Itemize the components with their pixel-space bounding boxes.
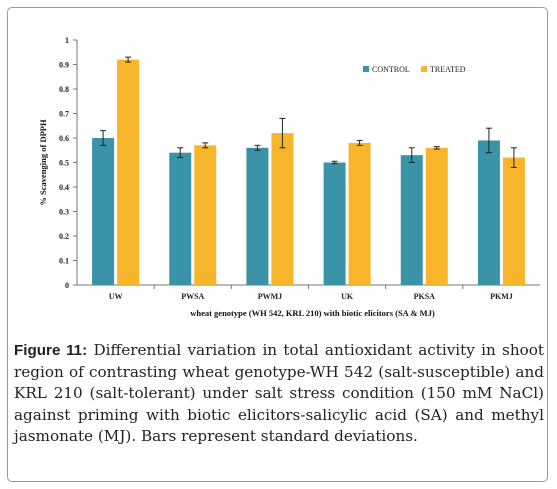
y-tick-label: 0.8 xyxy=(59,85,69,94)
legend-swatch-control xyxy=(363,66,369,72)
y-tick-label: 0.3 xyxy=(59,208,69,217)
y-axis-title: % Scavenging of DPPH xyxy=(38,119,48,206)
y-axis: 0 0.1 0.2 0.3 0.4 0.5 0.6 0.7 0.8 0.9 1 xyxy=(59,36,78,290)
legend: CONTROL TREATED xyxy=(363,65,466,74)
bar-treated-uw xyxy=(117,59,140,285)
bar-control-pwmj xyxy=(246,147,269,285)
bar-treated-pkmj xyxy=(502,157,525,285)
y-tick-label: 0.6 xyxy=(59,134,69,143)
y-tick-label: 0 xyxy=(65,281,69,290)
x-axis: UW PWSA PWMJ UK PKSA PKMJ xyxy=(77,284,540,301)
y-tick-label: 1 xyxy=(65,36,69,45)
caption-label: Figure 11: xyxy=(14,342,88,359)
bar-control-uw xyxy=(92,138,115,285)
bar-control-uk xyxy=(323,162,346,285)
y-tick-label: 0.1 xyxy=(59,257,69,266)
caption-text: Differential variation in total antioxid… xyxy=(14,341,544,446)
x-tick-label: UW xyxy=(109,292,123,301)
x-tick-label: UK xyxy=(341,292,354,301)
y-tick-label: 0.2 xyxy=(59,232,69,241)
y-tick-label: 0.5 xyxy=(59,159,69,168)
bar-chart: 0 0.1 0.2 0.3 0.4 0.5 0.6 0.7 0.8 0.9 1 UW PWSA PWMJ… xyxy=(38,36,540,318)
x-tick-label: PWSA xyxy=(181,292,204,301)
x-tick-label: PKSA xyxy=(414,292,436,301)
bars-layer xyxy=(92,56,525,285)
bar-control-pwsa xyxy=(169,152,192,285)
y-tick-label: 0.7 xyxy=(59,110,69,119)
bar-control-pksa xyxy=(400,155,423,285)
legend-label-treated: TREATED xyxy=(430,65,466,74)
x-axis-title: wheat genotype (WH 542, KRL 210) with bi… xyxy=(190,308,435,318)
bar-treated-pksa xyxy=(425,147,448,285)
legend-label-control: CONTROL xyxy=(372,65,410,74)
x-tick-label: PKMJ xyxy=(490,292,513,301)
bar-control-pkmj xyxy=(477,140,500,285)
legend-swatch-treated xyxy=(421,66,427,72)
figure-caption: Figure 11: Differential variation in tot… xyxy=(14,340,544,448)
y-tick-label: 0.9 xyxy=(59,61,69,70)
y-tick-label: 0.4 xyxy=(59,183,69,192)
x-tick-label: PWMJ xyxy=(258,292,282,301)
bar-treated-uk xyxy=(348,142,371,285)
bar-treated-pwsa xyxy=(194,145,217,285)
bar-treated-pwmj xyxy=(271,133,294,285)
